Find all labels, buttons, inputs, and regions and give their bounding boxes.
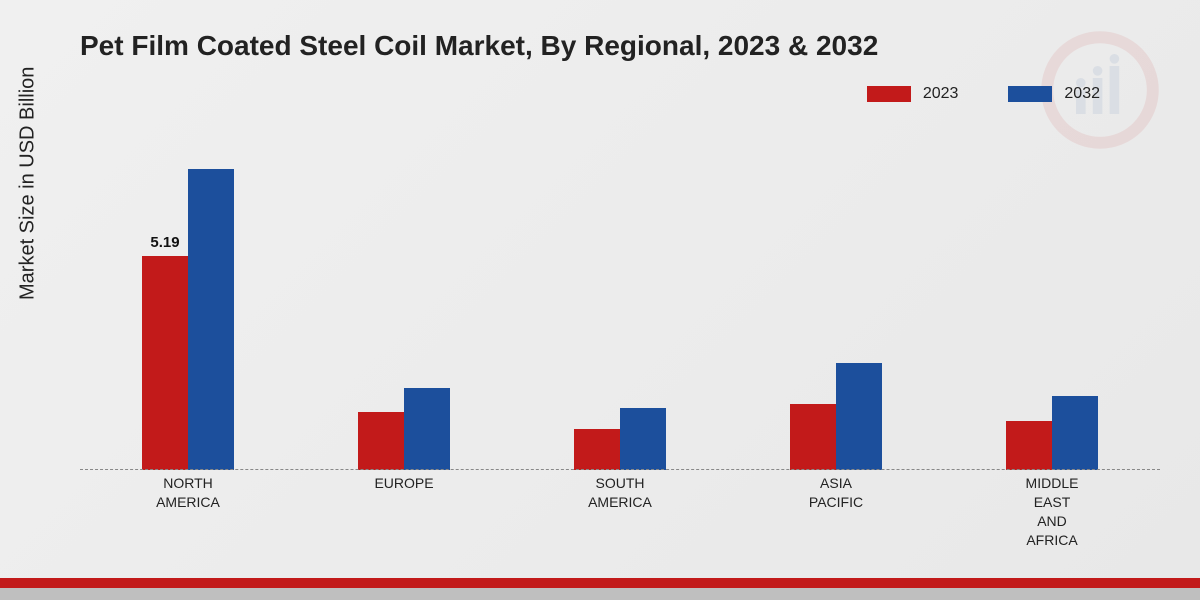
bar-2032 xyxy=(1052,396,1098,470)
chart-canvas: Pet Film Coated Steel Coil Market, By Re… xyxy=(0,0,1200,600)
bar-group: 5.19 xyxy=(113,140,263,470)
legend-swatch-2023 xyxy=(867,86,911,102)
bar-group xyxy=(977,140,1127,470)
plot-area: 5.19 xyxy=(80,140,1160,470)
legend-label-2032: 2032 xyxy=(1064,85,1100,103)
footer-stripe xyxy=(0,578,1200,600)
bar-2032 xyxy=(836,363,882,470)
bar-2023 xyxy=(358,412,404,470)
bar-2023 xyxy=(1006,421,1052,471)
bar-group xyxy=(761,140,911,470)
x-axis-label: NORTH AMERICA xyxy=(113,474,263,550)
x-axis-label: ASIA PACIFIC xyxy=(761,474,911,550)
x-axis-label: SOUTH AMERICA xyxy=(545,474,695,550)
bar-value-label: 5.19 xyxy=(150,234,179,251)
bar-2032 xyxy=(404,388,450,471)
footer-stripe-red xyxy=(0,578,1200,588)
legend-item-2023: 2023 xyxy=(867,85,959,103)
legend-swatch-2032 xyxy=(1008,86,1052,102)
legend-item-2032: 2032 xyxy=(1008,85,1100,103)
chart-title: Pet Film Coated Steel Coil Market, By Re… xyxy=(80,30,878,62)
legend: 2023 2032 xyxy=(867,85,1100,103)
x-axis-label: MIDDLE EAST AND AFRICA xyxy=(977,474,1127,550)
legend-label-2023: 2023 xyxy=(923,85,959,103)
x-axis-baseline xyxy=(80,469,1160,470)
bar-group xyxy=(329,140,479,470)
footer-stripe-grey xyxy=(0,588,1200,600)
bar-2023: 5.19 xyxy=(142,256,188,470)
x-axis-label: EUROPE xyxy=(329,474,479,550)
x-axis-labels: NORTH AMERICA EUROPE SOUTH AMERICA ASIA PAC… xyxy=(80,474,1160,550)
bar-2032 xyxy=(620,408,666,470)
bar-2023 xyxy=(790,404,836,470)
bar-2023 xyxy=(574,429,620,470)
bar-groups: 5.19 xyxy=(80,140,1160,470)
bar-2032 xyxy=(188,169,234,470)
bar-group xyxy=(545,140,695,470)
y-axis-label: Market Size in USD Billion xyxy=(17,67,40,300)
